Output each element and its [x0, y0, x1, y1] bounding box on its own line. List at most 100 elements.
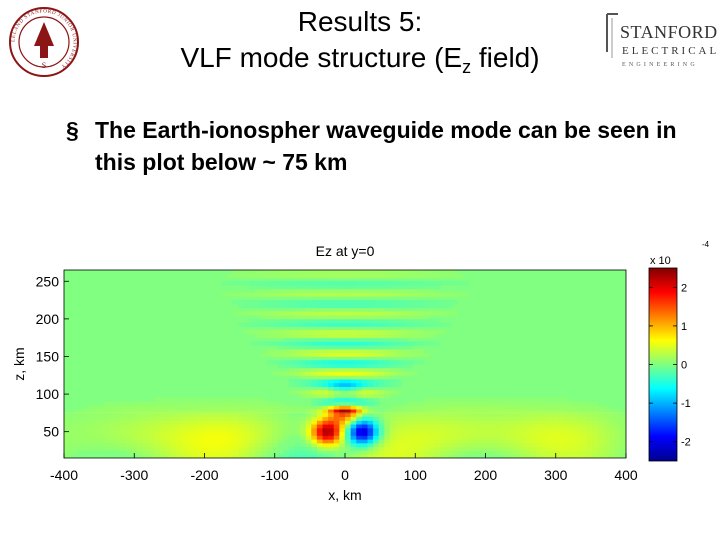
field-cell	[485, 397, 492, 402]
field-cell	[170, 427, 177, 433]
field-cell	[530, 427, 537, 433]
field-cell	[378, 367, 385, 372]
field-cell	[373, 450, 380, 455]
field-cell	[496, 442, 503, 448]
field-cell	[249, 442, 256, 448]
field-cell	[474, 397, 481, 402]
field-cell	[328, 300, 335, 305]
field-cell	[221, 442, 228, 448]
field-cell	[148, 416, 155, 421]
field-cell	[255, 427, 262, 433]
field-cell	[603, 454, 610, 458]
field-cell	[131, 427, 138, 433]
field-cell	[389, 360, 396, 365]
field-cell	[524, 450, 531, 455]
field-cell	[316, 315, 323, 320]
field-cell	[418, 292, 425, 297]
field-cell	[463, 292, 470, 297]
field-cell	[429, 303, 436, 308]
field-cell	[378, 390, 385, 395]
field-cell	[333, 390, 340, 395]
field-cell	[592, 431, 599, 436]
field-cell	[418, 341, 425, 346]
field-cell	[316, 341, 323, 346]
field-cell	[328, 292, 335, 297]
field-cell	[69, 427, 76, 433]
field-cell	[86, 427, 93, 433]
field-cell	[339, 285, 346, 290]
field-cell	[226, 412, 233, 418]
field-cell	[300, 416, 307, 421]
field-cell	[266, 446, 273, 451]
field-cell	[103, 446, 110, 451]
field-cell	[311, 435, 318, 440]
field-cell	[255, 285, 262, 290]
field-cell	[401, 439, 408, 444]
field-cell	[80, 431, 87, 436]
field-cell	[288, 450, 295, 455]
field-cell	[64, 454, 71, 458]
field-cell	[384, 288, 391, 293]
field-cell	[547, 401, 554, 406]
field-cell	[350, 431, 357, 436]
field-cell	[406, 401, 413, 406]
field-cell	[193, 454, 200, 458]
field-cell	[350, 315, 357, 320]
field-cell	[412, 420, 419, 425]
field-cell	[103, 439, 110, 444]
field-cell	[153, 442, 160, 448]
field-cell	[440, 454, 447, 458]
field-cell	[389, 337, 396, 342]
field-cell	[552, 431, 559, 436]
field-cell	[581, 454, 588, 458]
field-cell	[586, 454, 593, 458]
field-cell	[198, 416, 205, 421]
field-cell	[238, 300, 245, 305]
field-cell	[170, 424, 177, 429]
field-cell	[356, 379, 363, 384]
field-cell	[569, 416, 576, 421]
field-cell	[569, 409, 576, 414]
field-cell	[339, 382, 346, 387]
field-cell	[547, 427, 554, 433]
field-cell	[232, 270, 239, 275]
field-cell	[159, 427, 166, 433]
field-cell	[491, 420, 498, 425]
field-cell	[586, 439, 593, 444]
field-cell	[243, 397, 250, 402]
field-cell	[316, 382, 323, 387]
field-cell	[361, 270, 368, 275]
field-cell	[271, 318, 278, 324]
field-cell	[300, 405, 307, 410]
field-cell	[401, 333, 408, 339]
field-cell	[316, 412, 323, 418]
field-cell	[176, 439, 183, 444]
field-cell	[513, 412, 520, 418]
field-cell	[485, 431, 492, 436]
field-cell	[316, 292, 323, 297]
field-cell	[356, 446, 363, 451]
field-cell	[418, 439, 425, 444]
field-cell	[322, 416, 329, 421]
field-cell	[260, 450, 267, 455]
field-cell	[260, 300, 267, 305]
field-cell	[333, 333, 340, 339]
field-cell	[114, 409, 121, 414]
field-cell	[187, 416, 194, 421]
field-cell	[125, 431, 132, 436]
field-cell	[350, 273, 357, 278]
field-cell	[502, 412, 509, 418]
field-cell	[305, 341, 312, 346]
field-cell	[569, 431, 576, 436]
field-cell	[429, 318, 436, 324]
field-cell	[479, 412, 486, 418]
field-cell	[367, 364, 374, 369]
field-cell	[142, 442, 149, 448]
field-cell	[294, 454, 301, 458]
field-cell	[350, 420, 357, 425]
field-cell	[345, 405, 352, 410]
field-cell	[395, 330, 402, 335]
field-cell	[333, 367, 340, 372]
field-cell	[266, 273, 273, 278]
field-cell	[530, 424, 537, 429]
